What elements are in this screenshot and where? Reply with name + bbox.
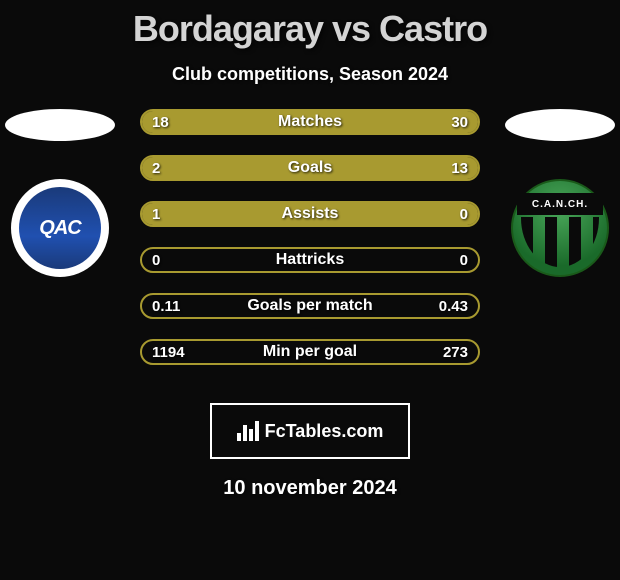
left-crest-text: QAC — [39, 217, 80, 240]
right-crest-icon: C.A.N.CH. — [511, 179, 609, 277]
page-root: Bordagaray vs Castro Club competitions, … — [0, 0, 620, 500]
stat-label: Hattricks — [142, 251, 478, 269]
stat-row: 10Assists — [140, 201, 480, 227]
left-crest-icon: QAC — [11, 179, 109, 277]
footer-brand-text: FcTables.com — [265, 421, 384, 442]
right-crest-text: C.A.N.CH. — [532, 199, 588, 210]
stat-label: Min per goal — [142, 343, 478, 361]
stat-row: 213Goals — [140, 155, 480, 181]
stat-label: Goals per match — [142, 297, 478, 315]
footer-date: 10 november 2024 — [0, 477, 620, 500]
right-team-slot: C.A.N.CH. — [500, 109, 620, 277]
left-team-slot: QAC — [0, 109, 120, 277]
stat-row: 1194273Min per goal — [140, 339, 480, 365]
page-title: Bordagaray vs Castro — [0, 8, 620, 50]
left-flag-icon — [5, 109, 115, 141]
left-crest-inner: QAC — [19, 187, 101, 269]
comparison-area: QAC C.A.N.CH. 1830Matches 213Goals 10Assis… — [0, 109, 620, 389]
right-crest-body — [521, 217, 599, 267]
stat-row: 0.110.43Goals per match — [140, 293, 480, 319]
stat-label: Matches — [142, 113, 478, 131]
stat-label: Goals — [142, 159, 478, 177]
stat-label: Assists — [142, 205, 478, 223]
stat-row: 1830Matches — [140, 109, 480, 135]
stat-row: 00Hattricks — [140, 247, 480, 273]
stat-bars: 1830Matches 213Goals 10Assists 00Hattricks 0… — [140, 109, 480, 385]
page-subtitle: Club competitions, Season 2024 — [0, 64, 620, 85]
footer-brand-badge: FcTables.com — [210, 403, 410, 459]
right-crest-band: C.A.N.CH. — [517, 193, 603, 215]
right-flag-icon — [505, 109, 615, 141]
bar-chart-icon — [237, 421, 259, 441]
